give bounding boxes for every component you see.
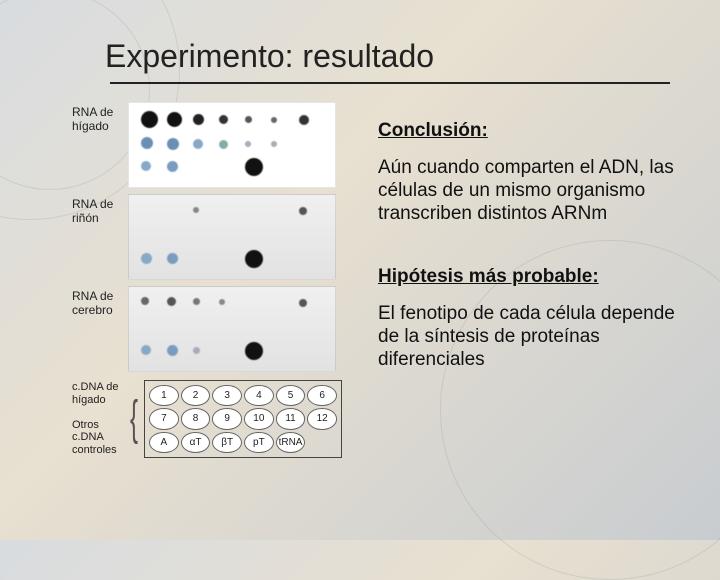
slide-title: Experimento: resultado bbox=[105, 38, 434, 75]
blot-spot bbox=[245, 158, 263, 176]
blot-spot bbox=[167, 345, 178, 356]
blot-spot bbox=[141, 137, 153, 149]
legend-cell: 6 bbox=[307, 385, 337, 406]
blot-spot bbox=[245, 342, 263, 360]
legend-cell: βT bbox=[212, 432, 242, 453]
legend-cell: 12 bbox=[307, 408, 337, 429]
legend-cell: 1 bbox=[149, 385, 179, 406]
blot-panel-liver bbox=[128, 102, 336, 188]
blot-panel-brain bbox=[128, 286, 336, 372]
panel-label: RNA de riñón bbox=[72, 194, 128, 226]
blot-spot bbox=[167, 253, 178, 264]
experiment-figure: RNA de hígado RNA de riñón RNA de cerebr… bbox=[72, 102, 352, 458]
blot-panel-kidney bbox=[128, 194, 336, 280]
hypothesis-body: El fenotipo de cada célula depende de la… bbox=[378, 302, 678, 372]
blot-spot bbox=[299, 207, 307, 215]
legend-cell: pT bbox=[244, 432, 274, 453]
blot-spot bbox=[193, 114, 204, 125]
legend-labels: c.DNA de hígado Otros c.DNA controles bbox=[72, 381, 132, 456]
conclusion-body: Aún cuando comparten el ADN, las células… bbox=[378, 156, 678, 226]
blot-spot bbox=[167, 138, 179, 150]
legend-cell: αT bbox=[181, 432, 211, 453]
blot-spot bbox=[141, 297, 149, 305]
legend-label-bottom: Otros c.DNA controles bbox=[72, 419, 132, 457]
blot-spot bbox=[219, 299, 225, 305]
legend-cell: 7 bbox=[149, 408, 179, 429]
blot-row-liver: RNA de hígado bbox=[72, 102, 352, 188]
blot-spot bbox=[141, 161, 151, 171]
hypothesis-heading: Hipótesis más probable: bbox=[378, 266, 678, 288]
blot-spot bbox=[167, 297, 176, 306]
blot-row-kidney: RNA de riñón bbox=[72, 194, 352, 280]
panel-label: RNA de cerebro bbox=[72, 286, 128, 318]
legend-cell: 4 bbox=[244, 385, 274, 406]
blot-spot bbox=[271, 117, 277, 123]
blot-spot bbox=[219, 140, 228, 149]
blot-spot bbox=[141, 111, 158, 128]
blot-spot bbox=[141, 253, 152, 264]
legend-cell: tRNA bbox=[276, 432, 306, 453]
text-column: Conclusión: Aún cuando comparten el ADN,… bbox=[378, 120, 678, 371]
legend-cell: A bbox=[149, 432, 179, 453]
legend-row: c.DNA de hígado Otros c.DNA controles { … bbox=[72, 380, 352, 458]
legend-cell: 11 bbox=[276, 408, 306, 429]
title-underline bbox=[110, 82, 670, 84]
legend-label-top: c.DNA de hígado bbox=[72, 381, 132, 406]
panel-label: RNA de hígado bbox=[72, 102, 128, 134]
legend-cell: 8 bbox=[181, 408, 211, 429]
blot-spot bbox=[299, 299, 307, 307]
blot-spot bbox=[299, 115, 309, 125]
blot-spot bbox=[245, 116, 252, 123]
legend-cell: 5 bbox=[276, 385, 306, 406]
legend-cell: 3 bbox=[212, 385, 242, 406]
blot-row-brain: RNA de cerebro bbox=[72, 286, 352, 372]
blot-spot bbox=[219, 115, 228, 124]
legend-grid: 123456789101112AαTβTpTtRNA bbox=[144, 380, 342, 458]
blot-spot bbox=[271, 141, 277, 147]
blot-spot bbox=[141, 345, 151, 355]
blot-spot bbox=[245, 141, 251, 147]
blot-spot bbox=[245, 250, 263, 268]
brace-icon: { bbox=[130, 400, 138, 438]
blot-spot bbox=[193, 347, 200, 354]
legend-cell: 10 bbox=[244, 408, 274, 429]
blot-spot bbox=[167, 112, 182, 127]
blot-spot bbox=[193, 298, 200, 305]
legend-cell: 9 bbox=[212, 408, 242, 429]
blot-spot bbox=[167, 161, 178, 172]
legend-cell: 2 bbox=[181, 385, 211, 406]
blot-spot bbox=[193, 207, 199, 213]
conclusion-heading: Conclusión: bbox=[378, 120, 678, 142]
blot-spot bbox=[193, 139, 203, 149]
